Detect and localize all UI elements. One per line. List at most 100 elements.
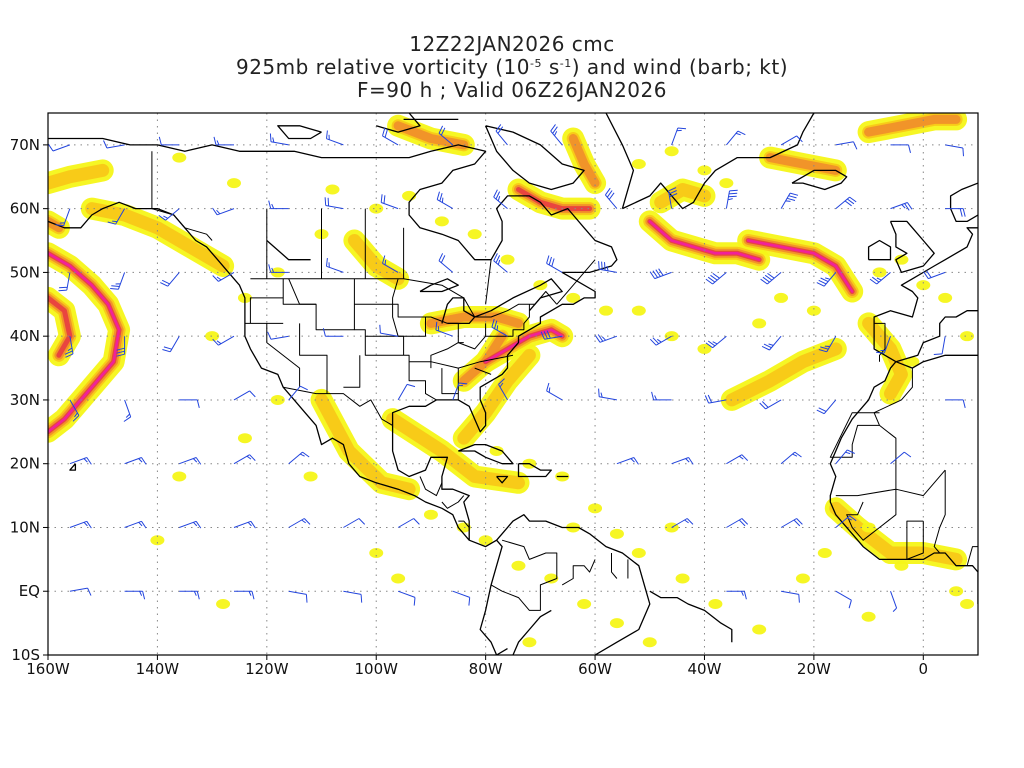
- vorticity-spot: [478, 535, 493, 546]
- lon-tick-label: 120W: [245, 660, 289, 678]
- coastline: [485, 125, 585, 191]
- lat-tick-label: 40N: [10, 327, 40, 345]
- wind-barb: [759, 399, 782, 410]
- border-line: [846, 469, 946, 541]
- vorticity-spot: [916, 280, 931, 291]
- vorticity-spot: [960, 598, 975, 609]
- lat-tick-label: 10S: [11, 646, 40, 664]
- wind-barb: [890, 591, 898, 612]
- wind-barb: [438, 125, 454, 146]
- wind-barb: [397, 518, 420, 528]
- wind-barb: [212, 271, 235, 282]
- vorticity-spot: [631, 159, 646, 170]
- wind-barb: [58, 272, 71, 292]
- border-line: [556, 259, 596, 305]
- lon-tick-label: 0: [919, 660, 929, 678]
- wind-barb: [179, 654, 181, 655]
- border-line: [354, 303, 448, 324]
- wind-barb: [397, 590, 416, 606]
- wind-barb: [616, 457, 639, 465]
- wind-barb: [598, 261, 617, 273]
- wind-barb: [649, 335, 672, 346]
- wind-barb: [493, 189, 508, 209]
- coastline: [474, 278, 563, 318]
- border-line: [474, 367, 492, 375]
- wind-barbs: [48, 124, 966, 655]
- wind-barb: [761, 335, 782, 351]
- border-line: [250, 278, 558, 318]
- title-exp-2: -1: [559, 57, 572, 70]
- wind-barb: [158, 208, 180, 221]
- wind-barb: [69, 654, 73, 655]
- coastline: [441, 297, 476, 325]
- wind-barb: [69, 399, 80, 422]
- wind-barb: [438, 253, 454, 273]
- wind-barb: [540, 330, 563, 340]
- border-line: [343, 355, 361, 388]
- wind-barb: [598, 388, 617, 401]
- coastline: [458, 443, 514, 465]
- wind-barb: [933, 336, 946, 355]
- wind-barb: [491, 319, 508, 337]
- wind-barb: [398, 654, 399, 655]
- border-line: [354, 329, 437, 401]
- wind-barb: [380, 194, 399, 210]
- wind-barb: [726, 590, 747, 600]
- border-line: [419, 476, 443, 497]
- wind-barb: [594, 334, 618, 343]
- lat-tick-label: 50N: [10, 263, 40, 281]
- vorticity-spot: [270, 394, 285, 405]
- vorticity-spot: [719, 178, 734, 189]
- vorticity-spot: [434, 216, 449, 227]
- wind-barb: [179, 520, 202, 529]
- vorticity-band: [85, 202, 230, 273]
- wind-barb: [780, 135, 803, 146]
- border-line: [282, 278, 355, 331]
- lat-tick-label: EQ: [19, 582, 40, 600]
- vorticity-band: [864, 114, 961, 137]
- coastline: [496, 648, 508, 655]
- wind-barb: [781, 590, 800, 603]
- wind-barb: [233, 390, 256, 401]
- title-line-2-mid: s: [541, 55, 560, 79]
- title-line-2: 925mb relative vorticity (10-5 s-1) and …: [0, 56, 1024, 78]
- coastline: [873, 227, 978, 363]
- wind-barb: [945, 144, 964, 157]
- vorticity-spot: [817, 547, 832, 558]
- wind-barb: [64, 336, 74, 358]
- wind-barb: [55, 208, 71, 227]
- vorticity-spot: [861, 611, 876, 622]
- vorticity-spot: [806, 305, 821, 316]
- vorticity-band: [457, 348, 536, 445]
- wind-barb: [124, 590, 146, 600]
- vorticity-spot: [150, 535, 165, 546]
- vorticity-spot: [566, 292, 581, 303]
- vorticity-spot: [369, 547, 384, 558]
- wind-barb: [835, 449, 855, 465]
- vorticity-spot: [423, 509, 438, 520]
- wind-barb: [835, 590, 852, 609]
- vorticity-spot: [172, 152, 187, 163]
- wind-barb: [103, 140, 125, 149]
- wind-barb: [651, 391, 672, 401]
- vorticity-spot: [205, 331, 220, 342]
- vorticity-spot: [949, 586, 964, 597]
- wind-barb: [923, 270, 946, 280]
- wind-barb: [546, 382, 563, 401]
- vorticity-band: [48, 252, 121, 434]
- lat-tick-label: 30N: [10, 391, 40, 409]
- vorticity-spot: [664, 146, 679, 157]
- wind-barb: [705, 335, 727, 349]
- vorticity-spot: [894, 560, 909, 571]
- wind-barb: [267, 331, 289, 340]
- coastline: [867, 239, 892, 261]
- wind-barb: [343, 590, 363, 603]
- wind-barb: [604, 187, 618, 209]
- wind-barb: [546, 255, 563, 273]
- wind-barb: [179, 590, 200, 600]
- border-line: [829, 412, 897, 497]
- wind-barb: [288, 518, 311, 528]
- wind-barb: [233, 454, 256, 465]
- wind-barb: [288, 654, 290, 655]
- vorticity-spot: [489, 445, 504, 456]
